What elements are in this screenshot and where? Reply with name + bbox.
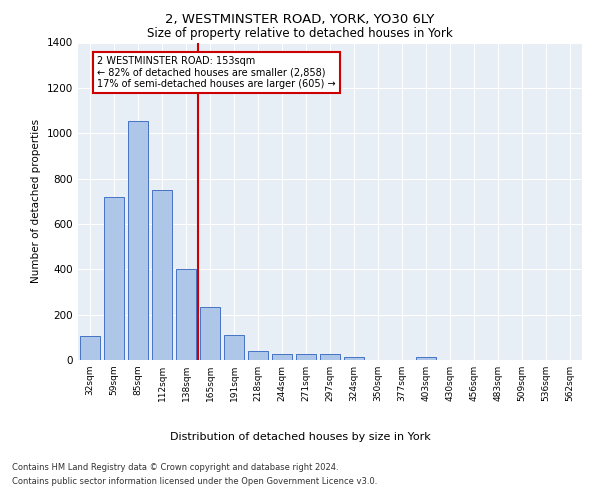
Y-axis label: Number of detached properties: Number of detached properties (31, 119, 41, 284)
Text: Distribution of detached houses by size in York: Distribution of detached houses by size … (170, 432, 430, 442)
Text: Contains public sector information licensed under the Open Government Licence v3: Contains public sector information licen… (12, 477, 377, 486)
Text: 2 WESTMINSTER ROAD: 153sqm
← 82% of detached houses are smaller (2,858)
17% of s: 2 WESTMINSTER ROAD: 153sqm ← 82% of deta… (97, 56, 336, 90)
Bar (224, 335, 244, 360)
Text: 2, WESTMINSTER ROAD, YORK, YO30 6LY: 2, WESTMINSTER ROAD, YORK, YO30 6LY (166, 12, 434, 26)
Text: Size of property relative to detached houses in York: Size of property relative to detached ho… (147, 28, 453, 40)
Bar (152, 190, 172, 360)
Bar (200, 306, 220, 360)
Bar (320, 354, 340, 360)
Bar (104, 196, 124, 360)
Bar (128, 120, 148, 360)
Bar (176, 270, 196, 360)
Bar (80, 336, 100, 360)
Bar (248, 351, 268, 360)
Bar (416, 356, 436, 360)
Bar (344, 356, 364, 360)
Bar (272, 354, 292, 360)
Bar (296, 354, 316, 360)
Text: Contains HM Land Registry data © Crown copyright and database right 2024.: Contains HM Land Registry data © Crown c… (12, 464, 338, 472)
